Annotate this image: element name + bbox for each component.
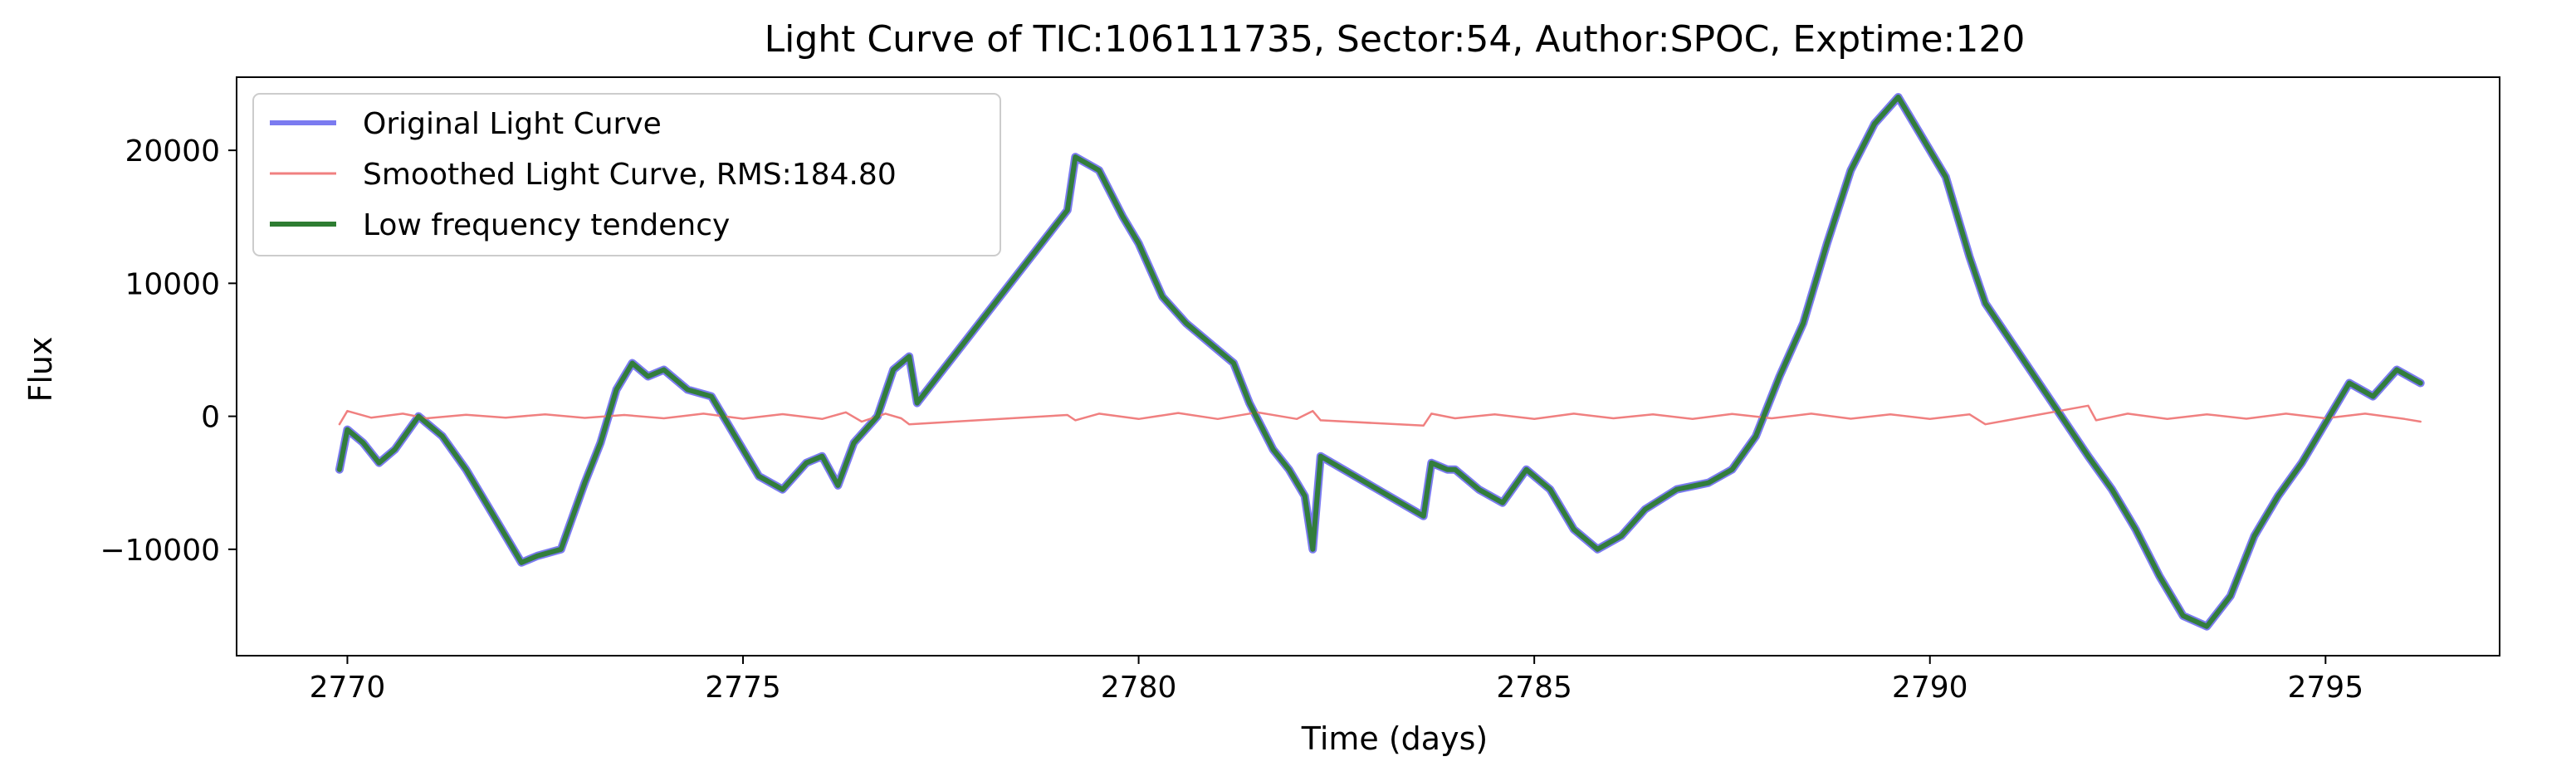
series-layer [335, 93, 2425, 631]
legend-label: Low frequency tendency [363, 208, 730, 242]
legend-frame [252, 93, 1001, 256]
x-tick-label: 2795 [2287, 671, 2363, 705]
legend-label: Smoothed Light Curve, RMS:184.80 [363, 158, 897, 192]
chart-title: Light Curve of TIC:106111735, Sector:54,… [765, 18, 2026, 61]
y-tick-label: 10000 [125, 267, 220, 301]
low-frequency-tendency-line [336, 95, 2423, 629]
legend-entries: Original Light Curve Smoothed Light Curve… [270, 107, 897, 242]
x-tick-label: 2770 [310, 671, 386, 705]
x-axis-label: Time (days) [1301, 720, 1488, 757]
legend-label: Original Light Curve [363, 107, 662, 141]
legend: Original Light Curve Smoothed Light Curve… [252, 93, 1001, 256]
y-tick-label: 0 [201, 401, 220, 435]
smoothed-light-curve-line [338, 404, 2422, 427]
x-tick-label: 2785 [1496, 671, 1572, 705]
plot-area [236, 76, 2500, 657]
y-tick-label: −10000 [100, 534, 220, 568]
y-axis-label: Flux [22, 337, 59, 403]
y-tick-label: 20000 [125, 134, 220, 168]
x-tick-label: 2790 [1892, 671, 1968, 705]
x-axis: 2770 2775 2780 2785 2790 2795 [310, 656, 2363, 705]
y-axis: −10000 0 10000 20000 [100, 134, 237, 568]
x-tick-label: 2780 [1101, 671, 1177, 705]
x-tick-label: 2775 [705, 671, 781, 705]
axes-frame [236, 76, 2500, 657]
